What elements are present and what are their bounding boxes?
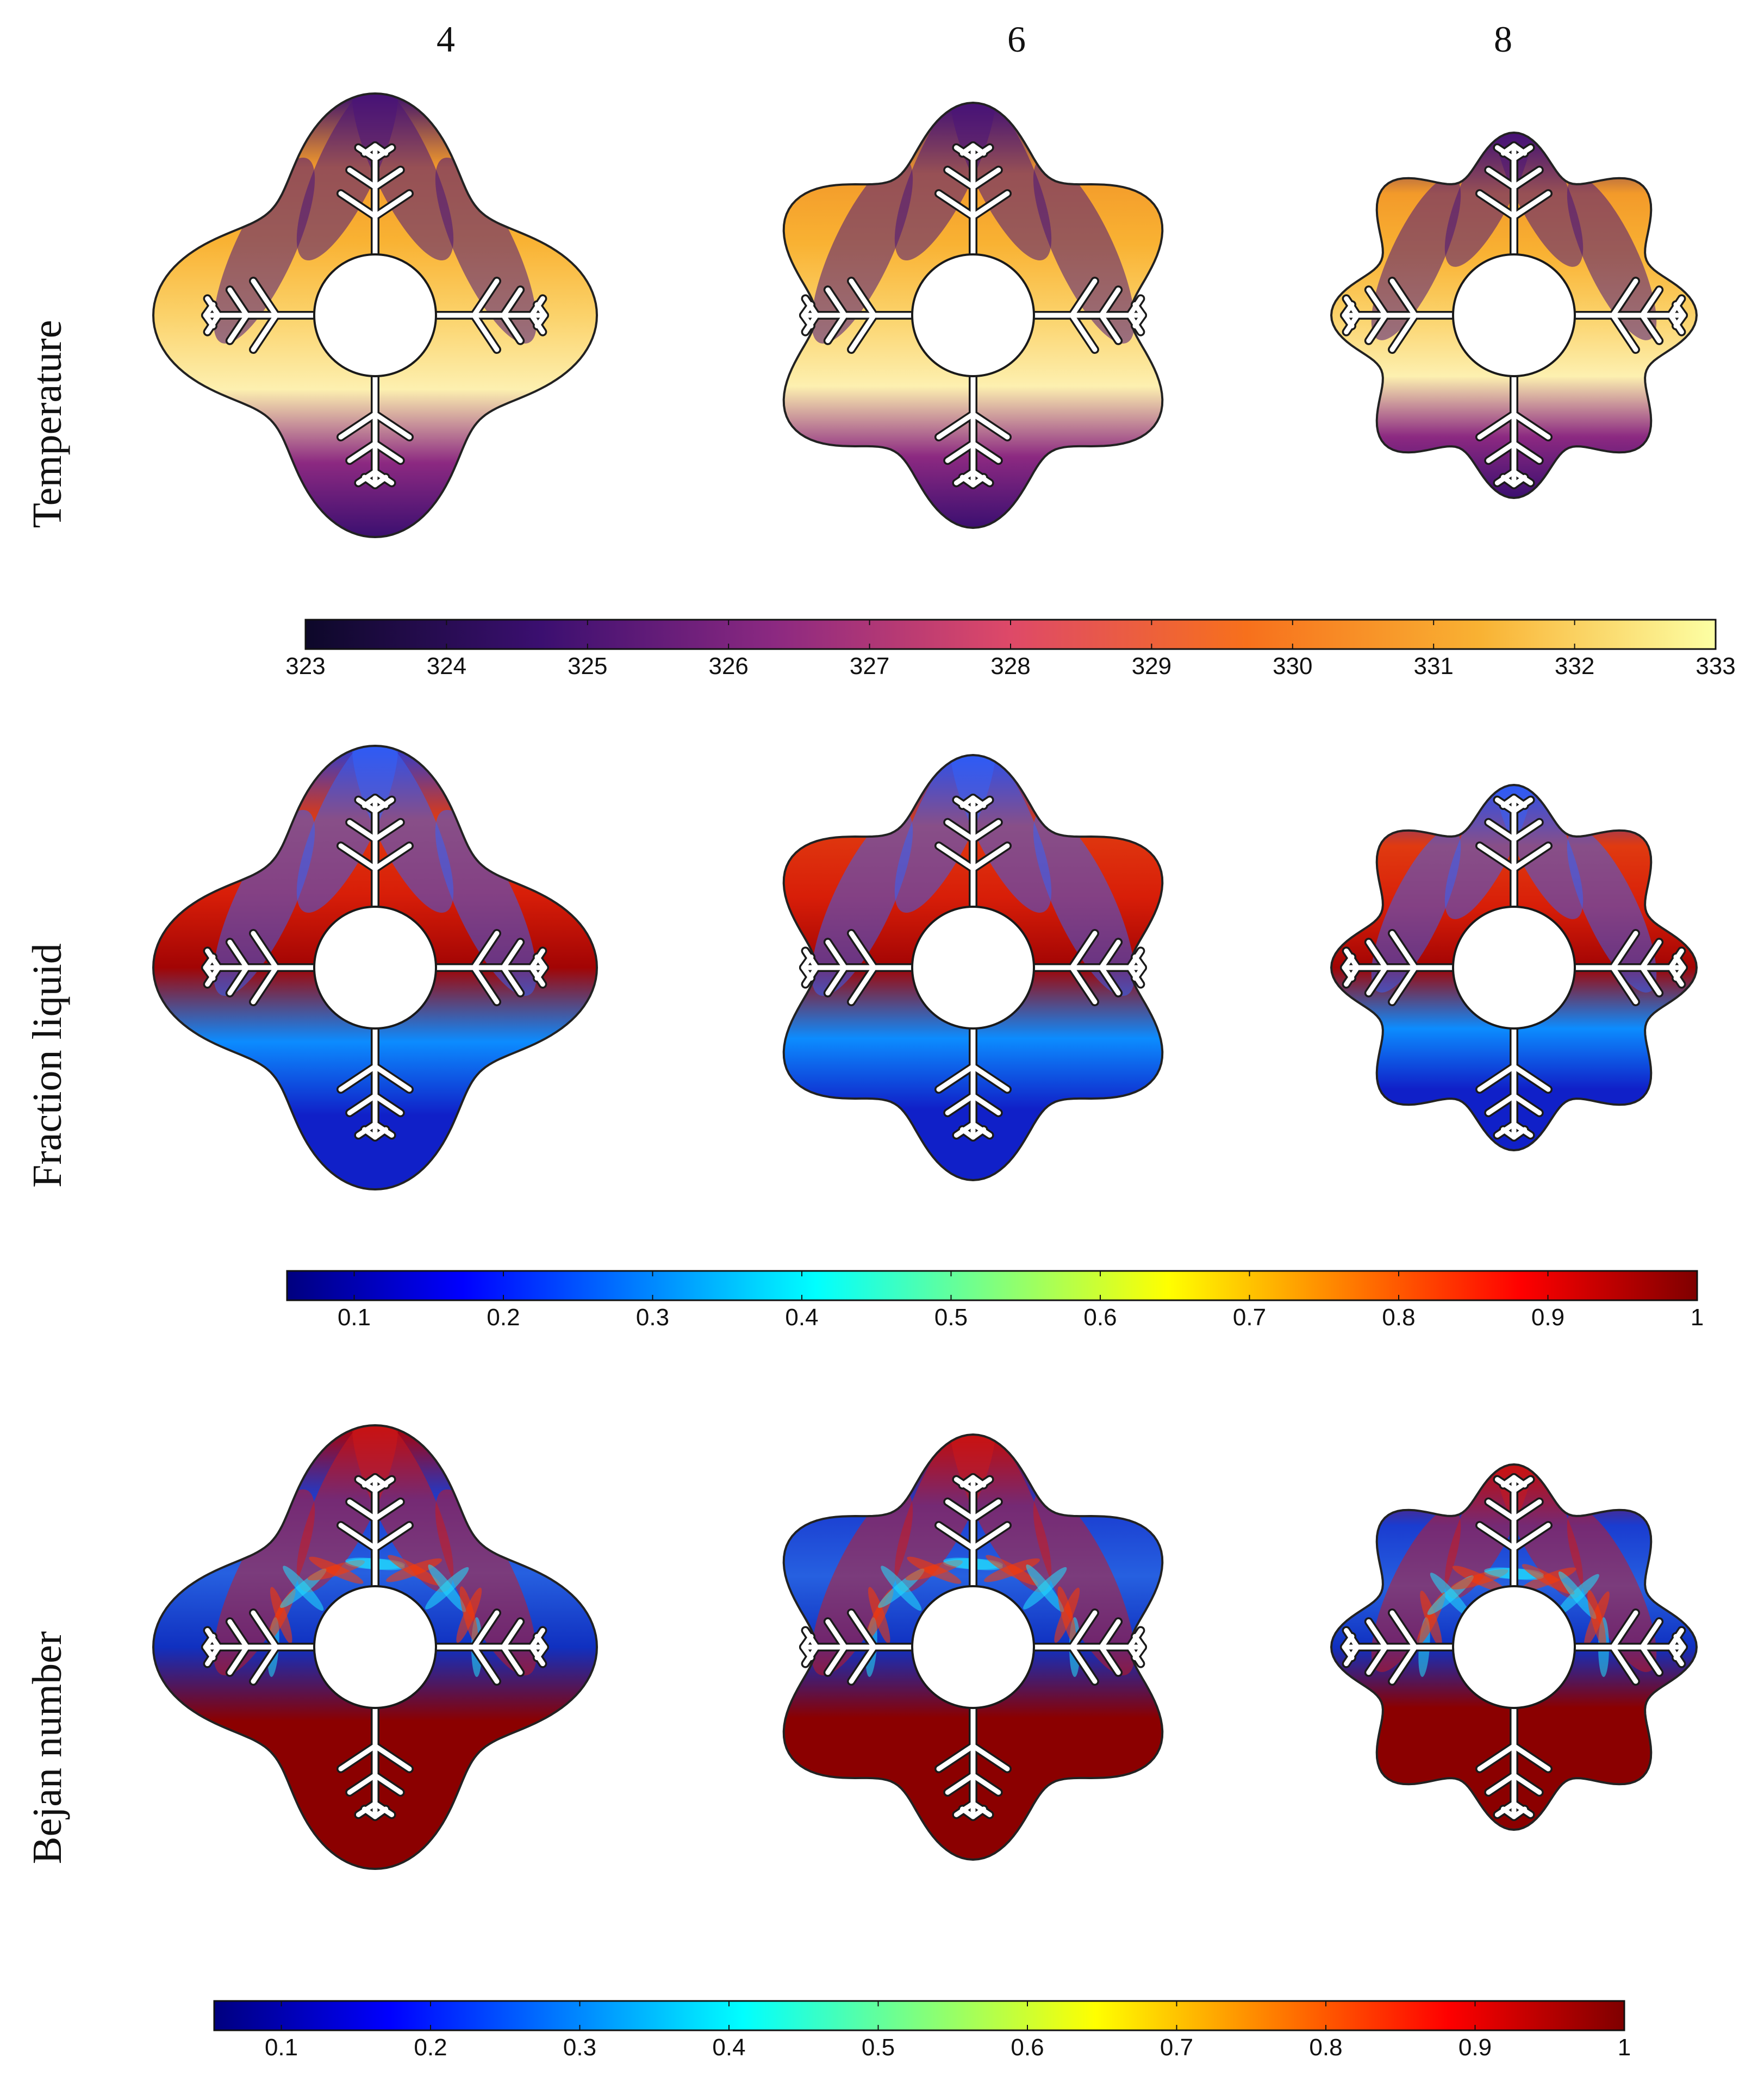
streak (307, 1560, 365, 1581)
colorbar-tick-label: 0.5 (862, 2034, 895, 2061)
colorbar-tick-label: 325 (568, 653, 607, 679)
column-label-8: 8 (1494, 18, 1512, 60)
enclosure-outline (152, 744, 599, 1191)
colorbar-tick-label: 331 (1413, 653, 1453, 679)
colorbar-tick-label: 0.3 (636, 1304, 669, 1331)
colorbar-gradient (213, 2000, 1625, 2031)
colorbar-tick-label: 330 (1273, 653, 1312, 679)
colorbar-tick-label: 0.7 (1160, 2034, 1193, 2061)
row-label-fraction-liquid: Fraction liquid (24, 943, 70, 1188)
inner-tube (1452, 906, 1576, 1030)
inner-tube (1452, 1585, 1576, 1709)
enclosure-outline (1330, 1463, 1698, 1831)
colorbar-temperature: 323 324 325 326 327 328 329 330 331 332 333 (285, 619, 1736, 679)
colorbar-tick-label: 0.6 (1083, 1304, 1117, 1331)
panel-temperature-8 (1330, 131, 1698, 500)
colorbar-tick-label: 0.8 (1309, 2034, 1342, 2061)
colorbar-gradient (286, 1270, 1698, 1301)
colorbar-tick-label: 0.4 (785, 1304, 818, 1331)
row-label-bejan-number: Bejan number (24, 1631, 70, 1864)
enclosure-outline (782, 1433, 1164, 1861)
panel-temperature-6 (782, 101, 1164, 529)
inner-tube (911, 253, 1035, 377)
streak (905, 1560, 963, 1581)
enclosure-outline (152, 92, 599, 539)
colorbar-tick-label: 326 (708, 653, 748, 679)
column-label-6: 6 (1007, 18, 1026, 60)
panel-fraction-6 (782, 753, 1164, 1182)
plume (1567, 1508, 1657, 1672)
inner-tube (313, 253, 437, 377)
colorbar-tick-label: 332 (1555, 653, 1594, 679)
colorbar-tick-label: 333 (1696, 653, 1735, 679)
colorbar-tick-label: 0.9 (1531, 1304, 1564, 1331)
inner-tube (313, 906, 437, 1030)
streak (986, 1555, 1038, 1586)
colorbar-tick-label: 0.6 (1011, 2034, 1044, 2061)
colorbar-tick-label: 1 (1618, 2034, 1631, 2061)
panel-bejan-4 (152, 1424, 599, 1870)
plume (1371, 828, 1461, 993)
enclosure-outline (152, 1424, 599, 1870)
colorbar-fraction-liquid: 0.1 0.2 0.3 0.4 0.5 0.6 0.7 0.8 0.9 1 (286, 1270, 1704, 1331)
colorbar-tick-label: 0.5 (934, 1304, 968, 1331)
colorbar-tick-label: 0.7 (1233, 1304, 1266, 1331)
inner-tube (313, 1585, 437, 1709)
panel-temperature-4 (152, 92, 599, 539)
colorbar-tick-label: 328 (990, 653, 1030, 679)
enclosure-outline (782, 753, 1164, 1182)
colorbar-tick-label: 329 (1132, 653, 1171, 679)
streak (388, 1555, 440, 1586)
column-label-4: 4 (437, 18, 455, 60)
panel-bejan-6 (782, 1433, 1164, 1861)
panel-bejan-8 (1330, 1463, 1698, 1831)
colorbar-tick-label: 0.2 (487, 1304, 520, 1331)
plume (1371, 176, 1461, 340)
colorbar-tick-label: 0.3 (563, 2034, 596, 2061)
streak (428, 1564, 466, 1612)
streak (1522, 1564, 1575, 1595)
panel-fraction-4 (152, 744, 599, 1191)
colorbar-tick-label: 323 (285, 653, 325, 679)
colorbar-tick-label: 1 (1691, 1304, 1704, 1331)
panel-fraction-8 (1330, 783, 1698, 1152)
plume (1371, 1508, 1461, 1672)
streak (1587, 1590, 1606, 1648)
streak (1057, 1586, 1076, 1644)
streak (1026, 1564, 1064, 1612)
colorbar-tick-label: 0.1 (265, 2034, 298, 2061)
streak (1558, 1571, 1597, 1619)
plume (1567, 176, 1657, 340)
row-label-temperature: Temperature (24, 320, 70, 528)
colorbar-tick-label: 0.9 (1458, 2034, 1492, 2061)
colorbar-bejan-number: 0.1 0.2 0.3 0.4 0.5 0.6 0.7 0.8 0.9 1 (213, 2000, 1631, 2061)
enclosure-outline (1330, 783, 1698, 1152)
plume (1567, 828, 1657, 993)
colorbar-tick-label: 0.2 (414, 2034, 447, 2061)
colorbar-tick-label: 0.4 (712, 2034, 745, 2061)
panel-grid (152, 92, 1698, 1870)
colorbar-tick-label: 0.1 (338, 1304, 371, 1331)
enclosure-outline (782, 101, 1164, 529)
inner-tube (1452, 253, 1576, 377)
inner-tube (911, 1585, 1035, 1709)
inner-tube (911, 906, 1035, 1030)
streak (459, 1586, 478, 1644)
colorbar-tick-label: 0.8 (1382, 1304, 1415, 1331)
enclosure-outline (1330, 131, 1698, 500)
colorbar-tick-label: 324 (427, 653, 466, 679)
colorbar-tick-label: 327 (850, 653, 889, 679)
